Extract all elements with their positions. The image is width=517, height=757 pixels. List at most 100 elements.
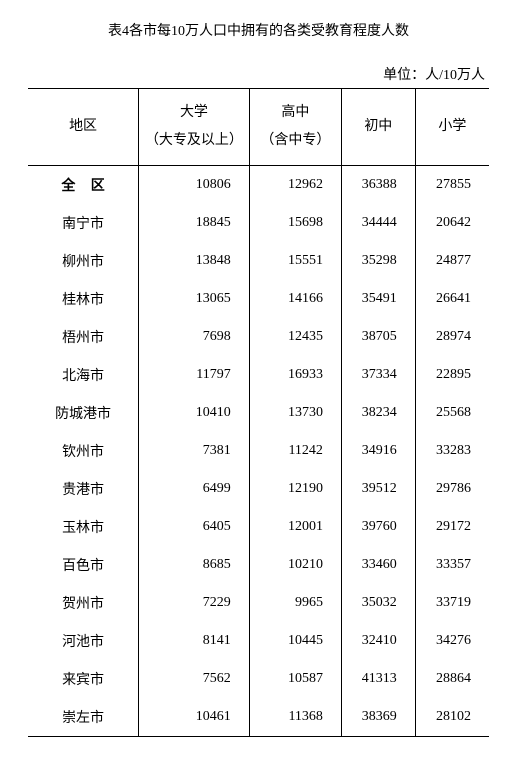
cell-highschool: 11368: [249, 698, 341, 737]
cell-middleschool: 32410: [341, 622, 415, 660]
header-primary: 小学: [415, 89, 489, 166]
cell-middleschool: 36388: [341, 166, 415, 205]
cell-region: 百色市: [28, 546, 139, 584]
table-unit: 单位：人/10万人: [28, 64, 489, 84]
cell-highschool: 12435: [249, 318, 341, 356]
cell-region: 玉林市: [28, 508, 139, 546]
cell-primary: 33719: [415, 584, 489, 622]
table-row: 桂林市13065141663549126641: [28, 280, 489, 318]
cell-highschool: 13730: [249, 394, 341, 432]
table-row: 贵港市6499121903951229786: [28, 470, 489, 508]
cell-region: 来宾市: [28, 660, 139, 698]
cell-highschool: 10445: [249, 622, 341, 660]
cell-university: 11797: [139, 356, 250, 394]
table-row: 崇左市10461113683836928102: [28, 698, 489, 737]
table-row: 梧州市7698124353870528974: [28, 318, 489, 356]
cell-middleschool: 37334: [341, 356, 415, 394]
cell-primary: 28974: [415, 318, 489, 356]
table-title: 表4各市每10万人口中拥有的各类受教育程度人数: [28, 20, 489, 40]
cell-middleschool: 35298: [341, 242, 415, 280]
cell-highschool: 11242: [249, 432, 341, 470]
cell-region: 防城港市: [28, 394, 139, 432]
cell-university: 13848: [139, 242, 250, 280]
header-region: 地区: [28, 89, 139, 166]
cell-region: 崇左市: [28, 698, 139, 737]
cell-primary: 29786: [415, 470, 489, 508]
cell-highschool: 12001: [249, 508, 341, 546]
education-table: 地区 大学 （大专及以上） 高中 （含中专） 初中 小学 全 区10806129…: [28, 88, 489, 737]
cell-region: 北海市: [28, 356, 139, 394]
cell-university: 13065: [139, 280, 250, 318]
cell-primary: 27855: [415, 166, 489, 205]
header-university-sub: （大专及以上）: [145, 133, 243, 148]
cell-university: 6499: [139, 470, 250, 508]
table-row: 百色市8685102103346033357: [28, 546, 489, 584]
cell-primary: 28102: [415, 698, 489, 737]
cell-primary: 26641: [415, 280, 489, 318]
cell-region: 钦州市: [28, 432, 139, 470]
cell-middleschool: 34916: [341, 432, 415, 470]
table-row: 玉林市6405120013976029172: [28, 508, 489, 546]
table-row: 来宾市7562105874131328864: [28, 660, 489, 698]
cell-middleschool: 34444: [341, 204, 415, 242]
cell-primary: 33283: [415, 432, 489, 470]
cell-primary: 33357: [415, 546, 489, 584]
cell-middleschool: 35491: [341, 280, 415, 318]
cell-middleschool: 39760: [341, 508, 415, 546]
table-row: 防城港市10410137303823425568: [28, 394, 489, 432]
table-row: 北海市11797169333733422895: [28, 356, 489, 394]
table-row: 南宁市18845156983444420642: [28, 204, 489, 242]
cell-university: 7229: [139, 584, 250, 622]
cell-highschool: 16933: [249, 356, 341, 394]
cell-primary: 22895: [415, 356, 489, 394]
cell-university: 8141: [139, 622, 250, 660]
cell-middleschool: 39512: [341, 470, 415, 508]
cell-region: 柳州市: [28, 242, 139, 280]
cell-region: 南宁市: [28, 204, 139, 242]
cell-region: 贺州市: [28, 584, 139, 622]
header-highschool: 高中 （含中专）: [249, 89, 341, 166]
header-highschool-main: 高中: [281, 105, 309, 120]
header-university-main: 大学: [180, 105, 208, 120]
cell-university: 10461: [139, 698, 250, 737]
cell-primary: 24877: [415, 242, 489, 280]
table-row: 贺州市722999653503233719: [28, 584, 489, 622]
header-university: 大学 （大专及以上）: [139, 89, 250, 166]
cell-university: 6405: [139, 508, 250, 546]
cell-region: 贵港市: [28, 470, 139, 508]
cell-middleschool: 38234: [341, 394, 415, 432]
cell-primary: 34276: [415, 622, 489, 660]
cell-region: 桂林市: [28, 280, 139, 318]
cell-middleschool: 38705: [341, 318, 415, 356]
cell-highschool: 15551: [249, 242, 341, 280]
cell-university: 8685: [139, 546, 250, 584]
cell-highschool: 10210: [249, 546, 341, 584]
cell-primary: 20642: [415, 204, 489, 242]
cell-highschool: 14166: [249, 280, 341, 318]
cell-middleschool: 41313: [341, 660, 415, 698]
cell-region: 梧州市: [28, 318, 139, 356]
cell-university: 7381: [139, 432, 250, 470]
cell-highschool: 15698: [249, 204, 341, 242]
table-row: 河池市8141104453241034276: [28, 622, 489, 660]
header-highschool-sub: （含中专）: [260, 133, 330, 148]
cell-university: 18845: [139, 204, 250, 242]
cell-primary: 28864: [415, 660, 489, 698]
cell-highschool: 12962: [249, 166, 341, 205]
table-header-row: 地区 大学 （大专及以上） 高中 （含中专） 初中 小学: [28, 89, 489, 166]
table-row: 全 区10806129623638827855: [28, 166, 489, 205]
cell-primary: 29172: [415, 508, 489, 546]
cell-middleschool: 38369: [341, 698, 415, 737]
cell-university: 10410: [139, 394, 250, 432]
cell-highschool: 12190: [249, 470, 341, 508]
table-row: 柳州市13848155513529824877: [28, 242, 489, 280]
cell-university: 7562: [139, 660, 250, 698]
cell-highschool: 10587: [249, 660, 341, 698]
table-body: 全 区10806129623638827855南宁市18845156983444…: [28, 166, 489, 737]
header-middleschool: 初中: [341, 89, 415, 166]
cell-middleschool: 35032: [341, 584, 415, 622]
cell-region: 全 区: [28, 166, 139, 205]
table-row: 钦州市7381112423491633283: [28, 432, 489, 470]
cell-university: 10806: [139, 166, 250, 205]
cell-middleschool: 33460: [341, 546, 415, 584]
